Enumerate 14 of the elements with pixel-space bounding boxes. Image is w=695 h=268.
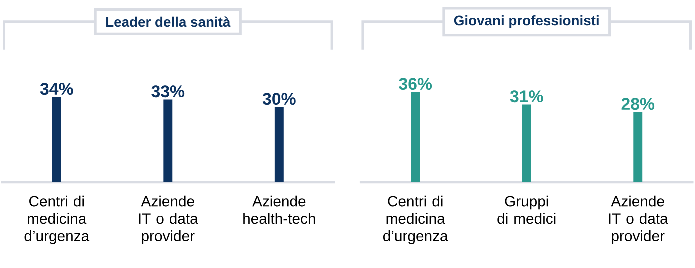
data-label: 34% <box>40 83 74 96</box>
data-label: 36% <box>399 78 432 90</box>
x-tick-label: Aziende IT o data provider <box>609 196 668 244</box>
data-label: 33% <box>152 86 185 98</box>
x-tick-label: Aziende health-tech <box>244 196 316 224</box>
data-label: 31% <box>510 90 544 103</box>
x-tick-label: Centri di medicina d’urgenza <box>384 196 448 244</box>
chart-title: Leader della sanità <box>106 16 231 28</box>
x-tick-label: Gruppi di medici <box>498 196 556 224</box>
data-label: 30% <box>262 93 296 106</box>
x-tick-label: Aziende IT o data provider <box>139 196 198 244</box>
x-tick-label: Centri di medicina d’urgenza <box>24 196 90 244</box>
data-label: 28% <box>622 98 655 110</box>
chart-title: Giovani professionisti <box>454 15 599 28</box>
